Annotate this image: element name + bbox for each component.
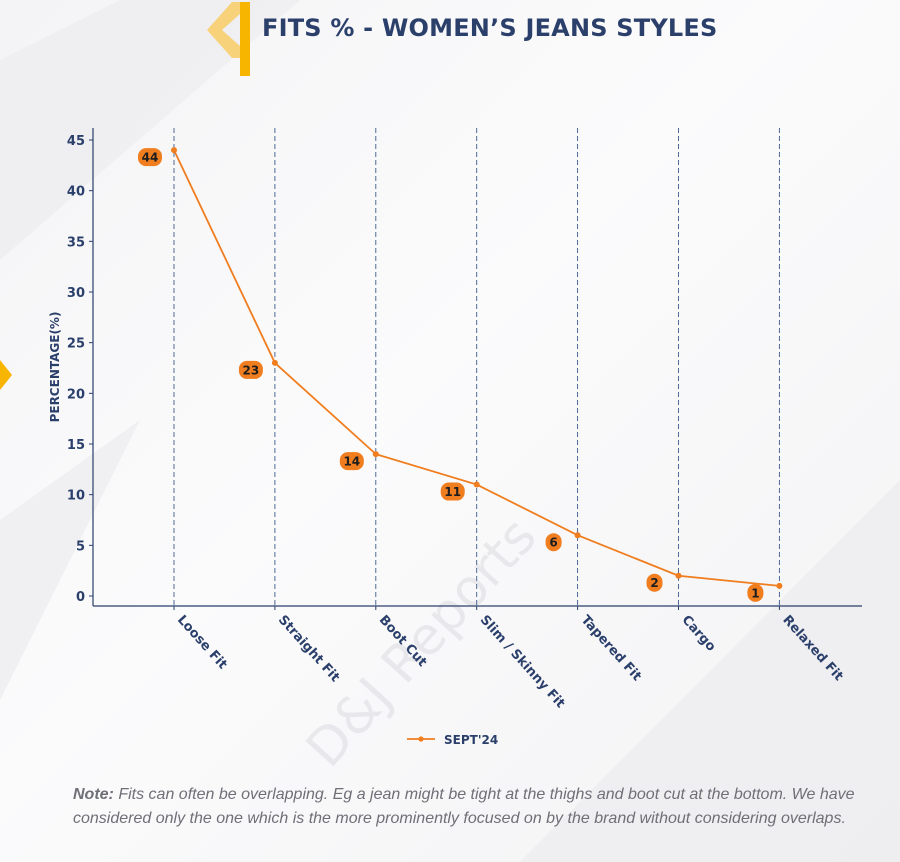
data-label-badge [339, 452, 364, 471]
data-point [776, 582, 783, 589]
data-label: 1 [751, 586, 759, 600]
data-point [675, 572, 682, 579]
data-label-badge [545, 533, 562, 552]
data-label-badge [138, 148, 162, 167]
y-tick-label: 15 [67, 438, 85, 453]
data-label-badge [238, 360, 263, 379]
x-tick-label: Slim / Skinny Fit [477, 613, 568, 712]
data-point [171, 147, 177, 154]
data-label: 6 [549, 536, 557, 550]
page-title: FITS % - WOMEN’S JEANS STYLES [262, 14, 718, 42]
header-accent-chevron [207, 2, 250, 76]
y-tick-label: 5 [76, 539, 85, 554]
line-chart: D&J Reports051015202530354045PERCENTAGE(… [48, 128, 862, 770]
data-point [574, 532, 581, 539]
data-point [372, 451, 379, 458]
x-tick-label: Relaxed Fit [779, 613, 845, 684]
y-tick-label: 25 [67, 337, 85, 352]
y-tick-label: 30 [67, 286, 85, 301]
y-tick-label: 0 [76, 590, 85, 605]
data-label-badge [747, 583, 764, 602]
note-text: Fits can often be overlapping. Eg a jean… [73, 786, 855, 827]
data-label: 14 [343, 455, 360, 469]
y-tick-label: 45 [67, 134, 85, 149]
data-label: 23 [243, 363, 260, 377]
data-label: 2 [650, 576, 658, 590]
y-tick-label: 35 [67, 235, 85, 250]
data-label-badge [646, 573, 663, 592]
x-tick-label: Cargo [679, 613, 719, 655]
y-axis-label: PERCENTAGE(%) [48, 312, 62, 423]
data-point [473, 481, 480, 488]
y-tick-label: 20 [67, 387, 85, 402]
data-label: 11 [444, 485, 461, 499]
x-tick-label: Tapered Fit [578, 613, 644, 684]
y-tick-label: 40 [67, 185, 85, 200]
legend-label: SEPT'24 [444, 733, 498, 747]
x-tick-label: Straight Fit [275, 613, 342, 686]
note-label: Note: [73, 786, 114, 803]
data-point [271, 359, 278, 366]
x-tick-label: Loose Fit [174, 613, 230, 673]
footnote: Note: Fits can often be overlapping. Eg … [73, 783, 863, 831]
data-label: 44 [142, 151, 159, 165]
legend-swatch-marker [418, 736, 424, 742]
y-tick-label: 10 [67, 489, 85, 504]
data-label-badge [440, 482, 465, 501]
